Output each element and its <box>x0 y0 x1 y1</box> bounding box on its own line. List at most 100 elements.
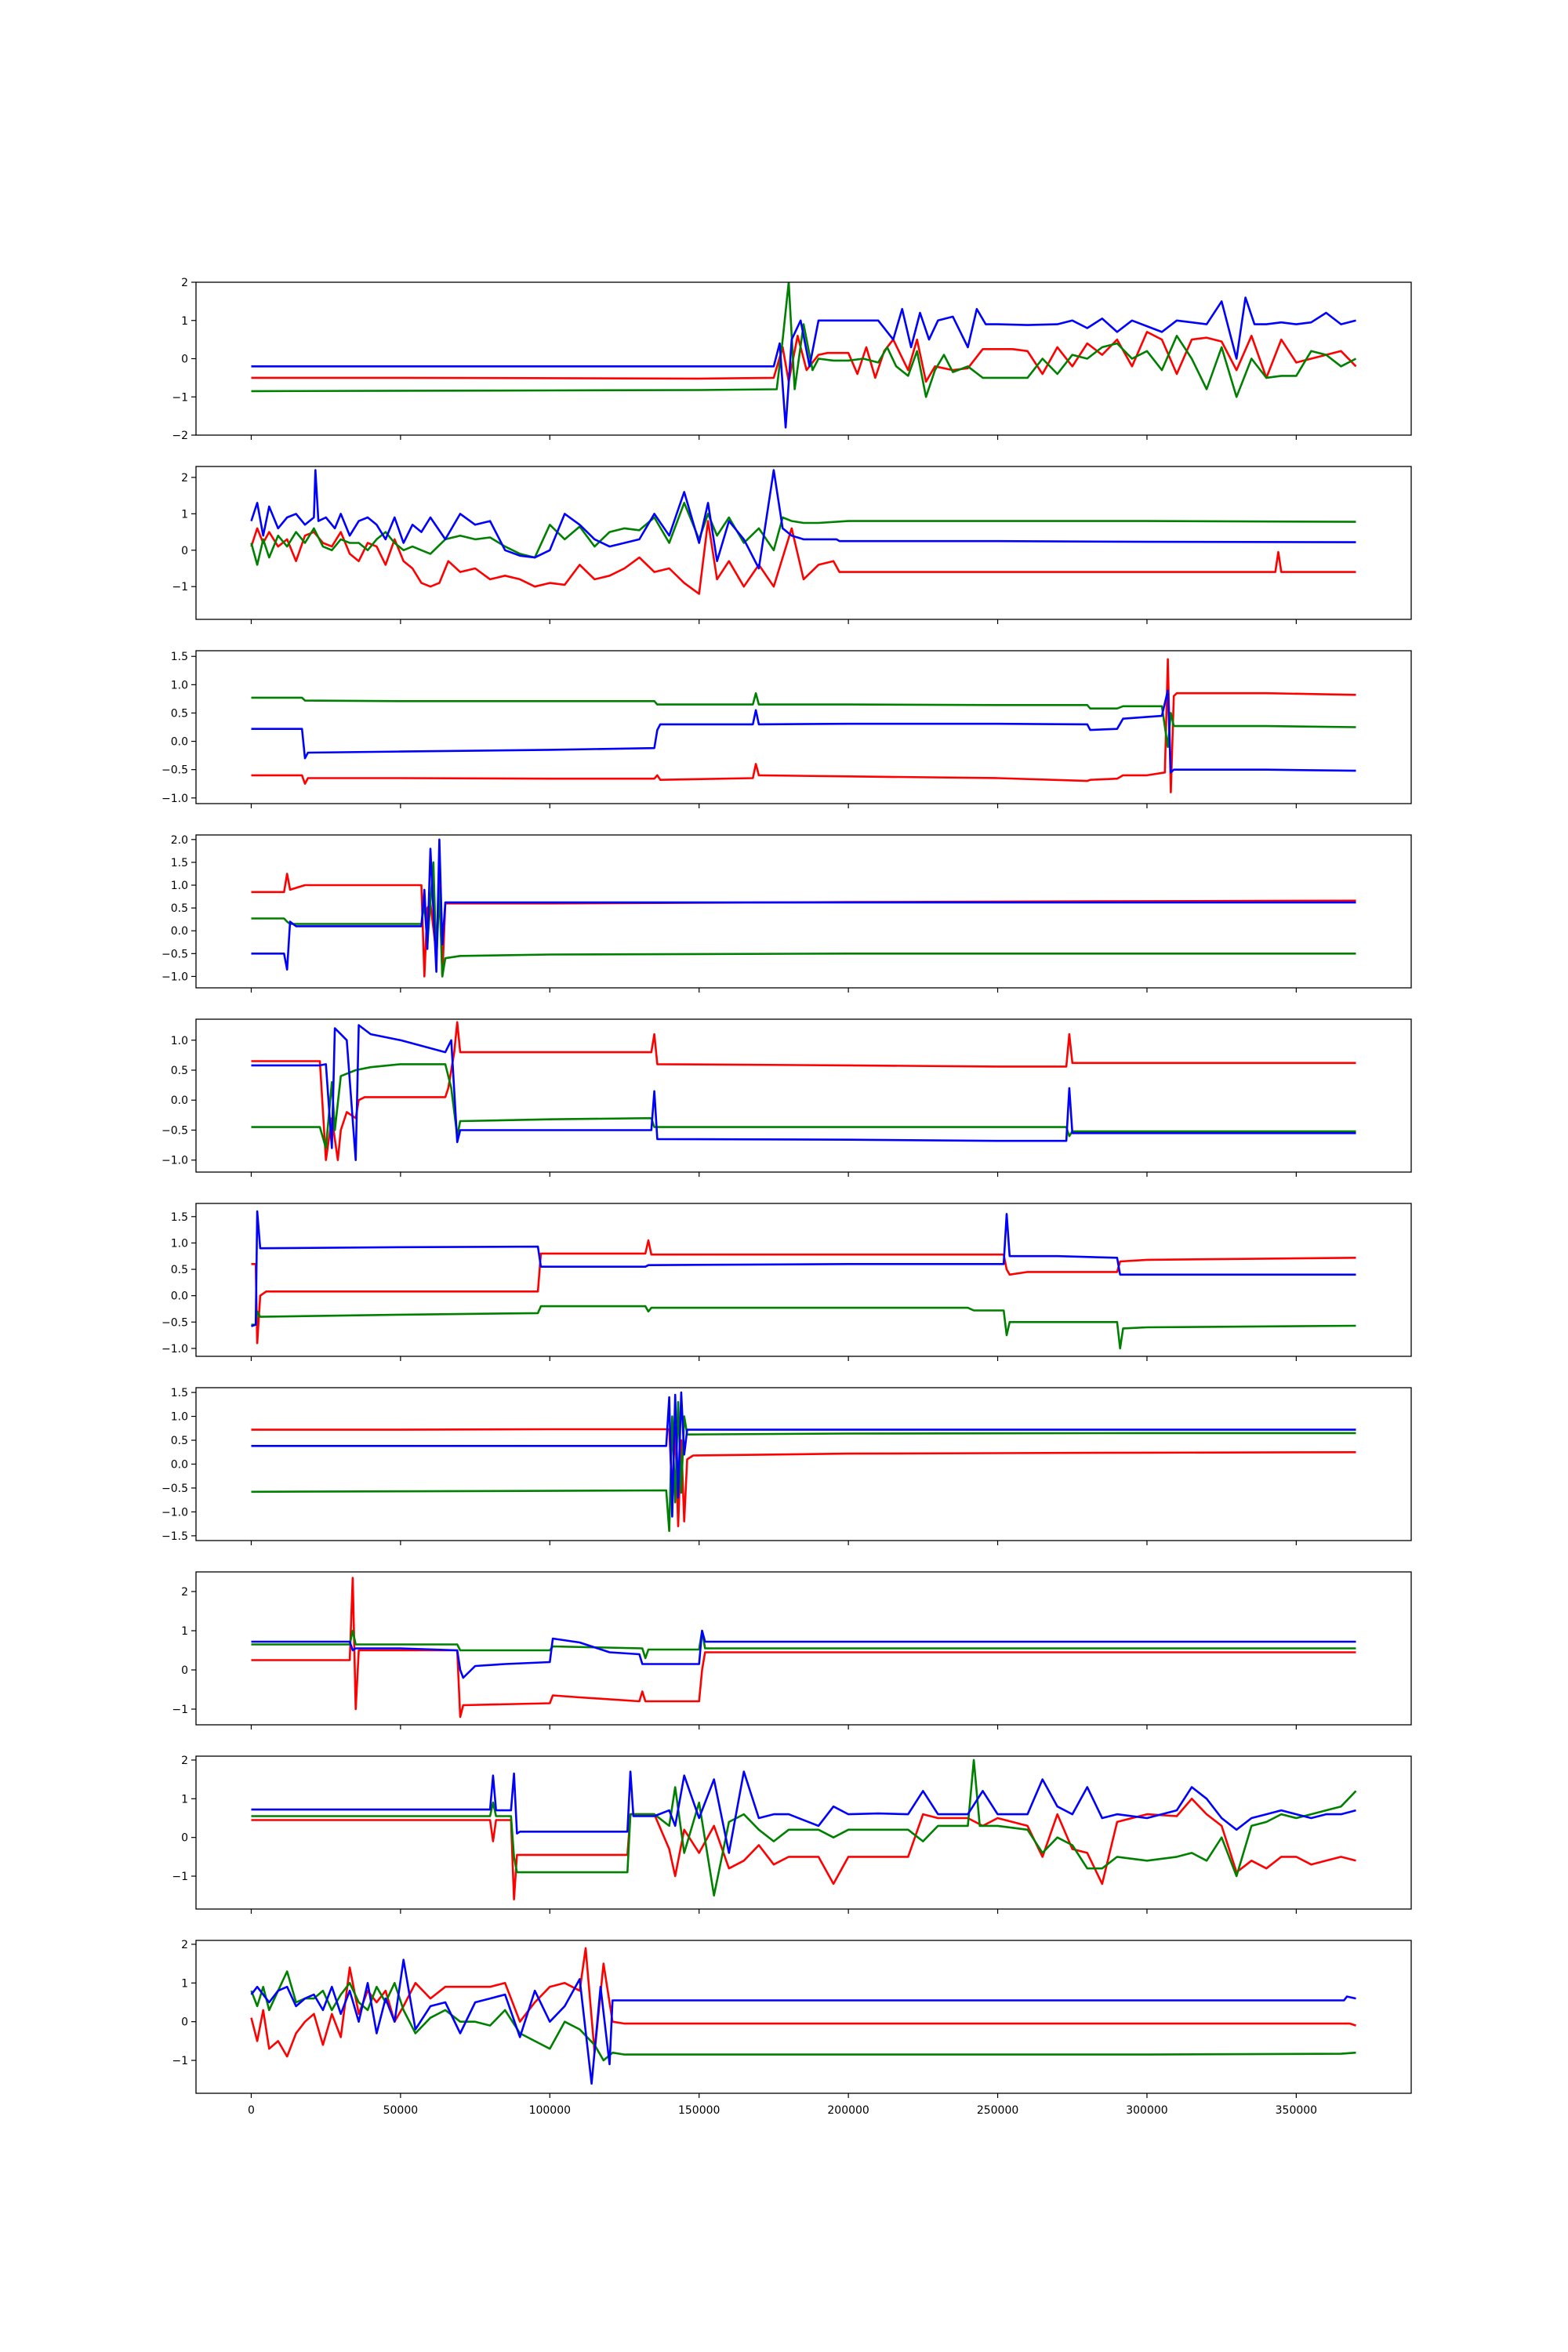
subplot-4: −1.0 −0.5 0.0 0.5 1.0 1.5 2.0 <box>162 834 1412 993</box>
axes-frame <box>195 834 1412 989</box>
x-tick-label: 250000 <box>977 2104 1018 2117</box>
y-tick-label: 2 <box>181 472 188 485</box>
y-tick-label: 1.0 <box>171 1035 188 1047</box>
series-line-blue <box>251 1024 1356 1161</box>
y-tick-label: 0.5 <box>171 1065 188 1077</box>
y-tick-label: 1 <box>181 1793 188 1806</box>
y-tick-label: −1 <box>172 391 188 404</box>
axes-frame <box>195 1018 1412 1173</box>
series-group <box>251 282 1357 429</box>
y-tick-label: 0.0 <box>171 1290 188 1303</box>
y-tick-label: −0.5 <box>162 948 188 960</box>
series-line-red <box>250 520 1356 595</box>
series-group <box>251 838 1356 978</box>
series-group <box>251 658 1356 793</box>
y-tick-label: −0.5 <box>162 764 188 777</box>
y-tick-label: 0 <box>181 1832 188 1845</box>
y-tick-label: 0 <box>181 354 188 366</box>
series-group <box>251 1759 1357 1900</box>
series-line-red <box>251 1425 1356 1527</box>
subplot-10: −1 0 1 2 0 50000 100000 150000 200000 250000 30000… <box>172 1939 1412 2117</box>
y-tick-label: −1 <box>172 581 188 593</box>
series-group <box>251 1391 1356 1533</box>
series-line-red <box>251 1577 1356 1719</box>
series-line-blue <box>251 296 1356 429</box>
series-line-blue <box>250 1958 1356 2085</box>
subplot-5: −1.0 −0.5 0.0 0.5 1.0 <box>162 1018 1412 1177</box>
y-tick-label: −2 <box>172 430 188 442</box>
series-line-blue <box>251 1770 1356 1854</box>
series-line-green <box>251 1305 1356 1350</box>
y-tick-label: 0.5 <box>171 707 188 720</box>
subplot-1: −2 −1 0 1 2 <box>172 277 1412 442</box>
x-tick-label: 300000 <box>1126 2104 1167 2117</box>
series-line-red <box>251 1021 1356 1161</box>
y-tick-label: 1.5 <box>171 1211 188 1224</box>
axes-frame <box>195 1755 1412 1910</box>
series-group <box>250 1947 1356 2085</box>
y-tick-label: −1.0 <box>162 1506 188 1519</box>
subplot-3: −1.0 −0.5 0.0 0.5 1.0 1.5 <box>162 650 1412 808</box>
y-tick-label: 1.5 <box>171 857 188 869</box>
series-group <box>250 469 1356 595</box>
y-tick-label: 2 <box>181 1586 188 1599</box>
axes-frame <box>195 1203 1412 1357</box>
series-line-blue <box>251 689 1356 774</box>
y-tick-label: 1 <box>181 508 188 521</box>
axes-frame <box>195 466 1412 620</box>
y-tick-label: −0.5 <box>162 1124 188 1137</box>
y-tick-label: 1 <box>181 1625 188 1638</box>
series-group <box>251 1577 1356 1719</box>
y-tick-label: 1.5 <box>171 651 188 663</box>
y-tick-label: 2 <box>181 1939 188 1951</box>
subplot-9: −1 0 1 2 <box>172 1755 1412 1914</box>
subplot-6: −1.0 −0.5 0.0 0.5 1.0 1.5 <box>162 1203 1412 1361</box>
x-tick-label: 150000 <box>678 2104 720 2117</box>
axes-frame <box>195 1940 1412 2094</box>
y-tick-label: 1 <box>181 315 188 328</box>
y-tick-label: 0.0 <box>171 736 188 749</box>
series-group <box>251 1021 1356 1161</box>
series-line-green <box>251 1759 1357 1896</box>
y-tick-label: −1.0 <box>162 793 188 805</box>
x-tick-label: 100000 <box>529 2104 571 2117</box>
x-tick-label: 200000 <box>827 2104 869 2117</box>
series-group <box>251 1210 1356 1350</box>
series-line-green <box>250 502 1356 566</box>
x-tick-label: 0 <box>248 2104 255 2117</box>
subplot-7: −1.5 −1.0 −0.5 0.0 0.5 1.0 1.5 <box>162 1387 1412 1545</box>
y-tick-label: 0 <box>181 1664 188 1677</box>
y-tick-label: −1.5 <box>162 1530 188 1543</box>
y-tick-label: −1 <box>172 1704 188 1716</box>
y-tick-label: 1.0 <box>171 1237 188 1250</box>
series-line-red <box>251 1798 1356 1900</box>
subplot-8: −1 0 1 2 <box>172 1571 1412 1730</box>
y-tick-label: 0.0 <box>171 925 188 938</box>
y-tick-label: −0.5 <box>162 1483 188 1495</box>
y-tick-label: −1.0 <box>162 1343 188 1356</box>
y-tick-label: 1.0 <box>171 880 188 892</box>
y-tick-label: 0 <box>181 545 188 557</box>
y-tick-label: 0.0 <box>171 1459 188 1472</box>
series-line-blue <box>251 1210 1356 1327</box>
y-tick-label: 1.0 <box>171 1411 188 1424</box>
y-tick-label: 2 <box>181 1755 188 1767</box>
y-tick-label: 0.0 <box>171 1094 188 1107</box>
y-tick-label: −1.0 <box>162 1155 188 1167</box>
subplot-2: −1 0 1 2 <box>172 466 1412 624</box>
series-line-red <box>251 1239 1356 1345</box>
subplots: −2 −1 0 1 2 −1 0 1 2 −1.0 −0.5 0.0 0.5 1.0 1.5 −1.0 −0.5… <box>162 277 1412 2117</box>
y-tick-label: −1 <box>172 1871 188 1883</box>
y-tick-label: 2.0 <box>171 834 188 847</box>
y-tick-label: 1 <box>181 1977 188 1990</box>
series-line-blue <box>251 838 1356 973</box>
y-tick-label: 0.5 <box>171 902 188 915</box>
y-tick-label: −1 <box>172 2055 188 2067</box>
series-line-green <box>250 1970 1356 2062</box>
y-tick-label: 0.5 <box>171 1264 188 1276</box>
series-line-red <box>251 331 1357 383</box>
y-tick-label: −1.0 <box>162 971 188 983</box>
y-tick-label: 0.5 <box>171 1435 188 1447</box>
y-tick-label: −0.5 <box>162 1316 188 1329</box>
